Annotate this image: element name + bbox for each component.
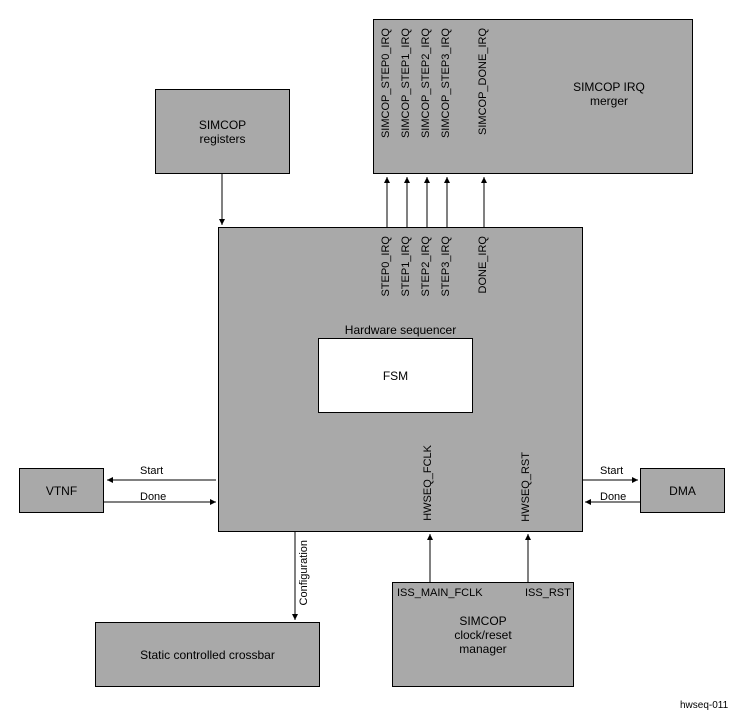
vtnf-box: VTNF [19, 468, 104, 513]
simcop-step0-irq-label: SIMCOP_STEP0_IRQ [380, 28, 392, 138]
done-right-label: Done [600, 491, 626, 503]
simcop-step1-irq-label: SIMCOP_STEP1_IRQ [400, 28, 412, 138]
step2-irq-label: STEP2_IRQ [420, 236, 432, 297]
footer-label: hwseq-011 [680, 700, 728, 711]
clockreset-label: SIMCOP clock/reset manager [454, 614, 511, 656]
crossbar-box: Static controlled crossbar [95, 622, 320, 687]
irq-merger-label: SIMCOP IRQ merger [549, 80, 669, 108]
configuration-label: Configuration [298, 540, 310, 605]
hardware-sequencer-label: Hardware sequencer [219, 323, 582, 337]
simcop-step2-irq-label: SIMCOP_STEP2_IRQ [420, 28, 432, 138]
vtnf-label: VTNF [46, 484, 77, 498]
dma-box: DMA [640, 468, 725, 513]
step0-irq-label: STEP0_IRQ [380, 236, 392, 297]
done-left-label: Done [140, 491, 166, 503]
start-left-label: Start [140, 465, 163, 477]
simcop-registers-box: SIMCOP registers [155, 89, 290, 174]
fsm-box: FSM [318, 338, 473, 413]
step1-irq-label: STEP1_IRQ [400, 236, 412, 297]
start-right-label: Start [600, 465, 623, 477]
dma-label: DMA [669, 484, 696, 498]
step3-irq-label: STEP3_IRQ [440, 236, 452, 297]
iss-main-fclk-label: ISS_MAIN_FCLK [397, 587, 483, 599]
iss-rst-label: ISS_RST [525, 587, 571, 599]
simcop-step3-irq-label: SIMCOP_STEP3_IRQ [440, 28, 452, 138]
hwseq-rst-label: HWSEQ_RST [520, 452, 532, 522]
done-irq-label: DONE_IRQ [477, 236, 489, 293]
hwseq-fclk-label: HWSEQ_FCLK [422, 445, 434, 521]
crossbar-label: Static controlled crossbar [140, 648, 275, 662]
simcop-registers-label: SIMCOP registers [199, 118, 246, 146]
fsm-label: FSM [383, 369, 408, 383]
simcop-done-irq-label: SIMCOP_DONE_IRQ [477, 28, 489, 135]
